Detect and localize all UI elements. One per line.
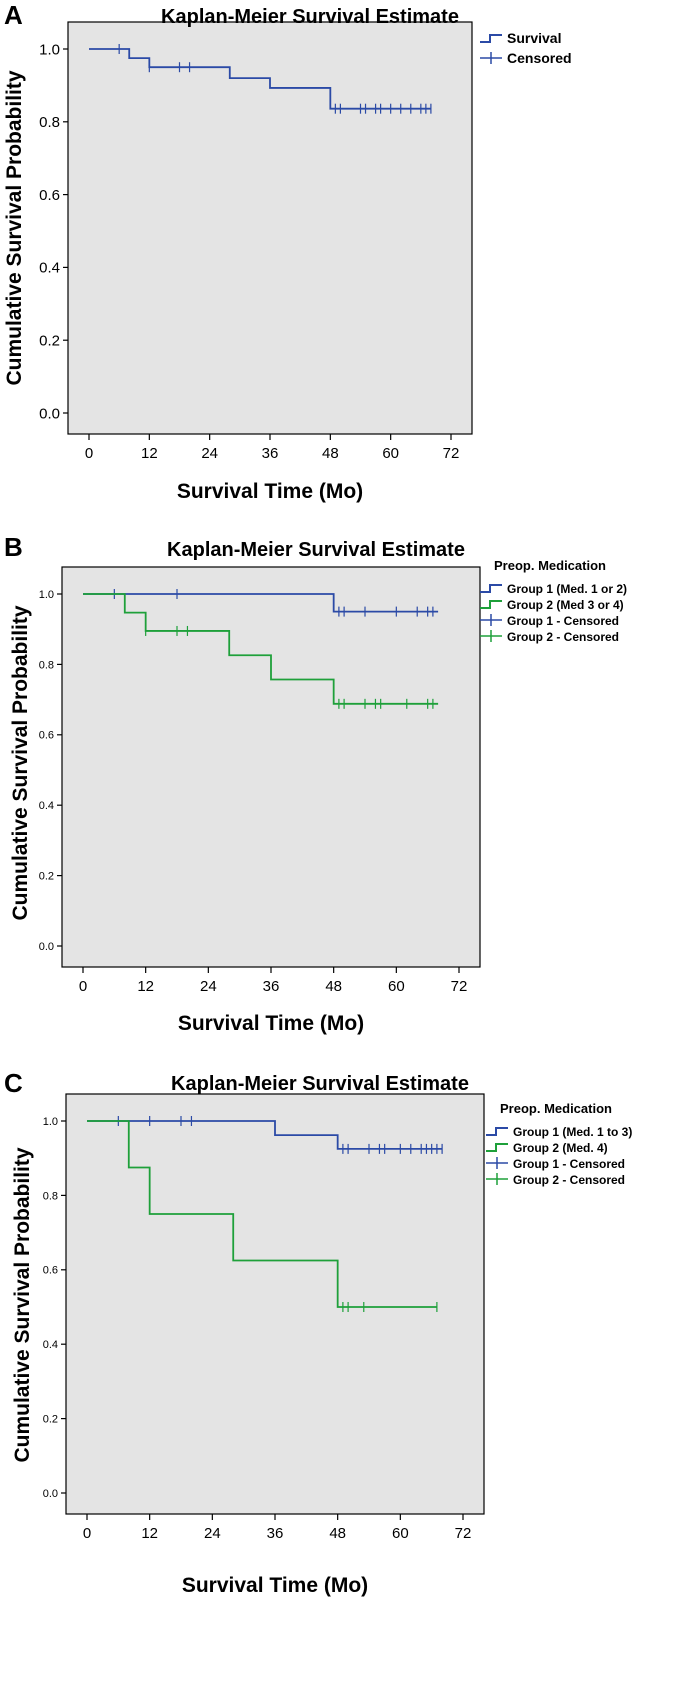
survival-curve-2 (83, 593, 439, 705)
y-tick-label: 1.0 (39, 41, 60, 58)
plot-area (65, 1093, 485, 1515)
legend-step-swatch (486, 1143, 508, 1152)
x-axis-label: Survival Time (Mo) (178, 1012, 364, 1035)
y-tick-label: 0.2 (39, 332, 60, 349)
legend-label: Censored (507, 50, 572, 66)
x-tick-label: 48 (329, 1525, 346, 1542)
y-tick-label: 0.0 (39, 941, 54, 953)
x-tick-label: 0 (83, 1525, 91, 1542)
survival-curve-1 (87, 1120, 443, 1150)
x-tick-label: 0 (85, 445, 93, 462)
y-tick-label: 0.8 (39, 114, 60, 131)
y-tick-label: 0.6 (39, 187, 60, 204)
panel-letter: C (4, 1068, 23, 1098)
legend: Preop. Medication Group 1 (Med. 1 or 2) Gr… (480, 558, 627, 644)
panel-c: C Kaplan-Meier Survival Estimate 0.0 0.2 0.4… (4, 1068, 632, 1597)
legend: Preop. Medication Group 1 (Med. 1 to 3) Gr… (486, 1101, 632, 1187)
y-tick-label: 0.4 (43, 1339, 58, 1351)
x-tick-label: 0 (79, 978, 87, 995)
legend-label: Group 1 - Censored (513, 1157, 625, 1171)
legend-label: Group 2 - Censored (507, 630, 619, 644)
y-tick-label: 0.6 (43, 1265, 58, 1277)
x-tick-label: 48 (325, 978, 342, 995)
legend-title: Preop. Medication (500, 1101, 612, 1116)
legend-title: Preop. Medication (494, 558, 606, 573)
x-tick-label: 72 (455, 1525, 472, 1542)
legend-label: Group 1 (Med. 1 or 2) (507, 582, 627, 596)
legend-step-swatch (486, 1127, 508, 1136)
legend: Survival Censored (480, 30, 572, 66)
y-tick-label: 1.0 (43, 1116, 58, 1128)
y-tick-label: 1.0 (39, 589, 54, 601)
x-tick-label: 24 (200, 978, 217, 995)
panel-letter: A (4, 0, 23, 30)
x-tick-label: 24 (204, 1525, 221, 1542)
y-tick-label: 0.2 (43, 1413, 58, 1425)
chart-title: Kaplan-Meier Survival Estimate (171, 1073, 469, 1095)
x-tick-label: 36 (263, 978, 280, 995)
legend-label: Group 1 (Med. 1 to 3) (513, 1125, 632, 1139)
plot-area (61, 566, 481, 968)
chart-title: Kaplan-Meier Survival Estimate (161, 6, 459, 28)
panel-b: B Kaplan-Meier Survival Estimate 0.0 0.2 0.4… (4, 532, 627, 1035)
x-tick-label: 60 (392, 1525, 409, 1542)
survival-curve-1 (89, 48, 431, 110)
survival-curve-1 (83, 593, 439, 613)
legend-label: Group 2 - Censored (513, 1173, 625, 1187)
survival-curve-2 (87, 1120, 437, 1308)
x-axis-label: Survival Time (Mo) (182, 1574, 368, 1597)
y-tick-label: 0.8 (39, 659, 54, 671)
y-tick-label: 0.2 (39, 870, 54, 882)
x-tick-label: 72 (443, 445, 460, 462)
panel-a: A Kaplan-Meier Survival Estimate 0.0 0.2 0.4… (3, 0, 572, 503)
x-tick-label: 12 (137, 978, 154, 995)
y-tick-label: 0.0 (43, 1488, 58, 1500)
x-tick-label: 60 (388, 978, 405, 995)
legend-label: Group 2 (Med 3 or 4) (507, 598, 624, 612)
y-axis-label: Cumulative Survival Probability (11, 1147, 34, 1462)
x-tick-label: 36 (267, 1525, 284, 1542)
x-tick-label: 24 (201, 445, 218, 462)
plot-area (67, 21, 473, 435)
y-axis-label: Cumulative Survival Probability (9, 605, 32, 920)
x-tick-label: 36 (262, 445, 279, 462)
legend-label: Survival (507, 30, 561, 46)
x-tick-label: 48 (322, 445, 339, 462)
y-tick-label: 0.6 (39, 730, 54, 742)
x-tick-label: 60 (382, 445, 399, 462)
legend-step-swatch (480, 34, 502, 43)
x-tick-label: 12 (141, 1525, 158, 1542)
y-tick-label: 0.0 (39, 405, 60, 422)
legend-step-swatch (480, 584, 502, 593)
chart-title: Kaplan-Meier Survival Estimate (167, 539, 465, 561)
y-axis-label: Cumulative Survival Probability (3, 70, 26, 385)
y-tick-label: 0.4 (39, 800, 54, 812)
y-tick-label: 0.4 (39, 260, 60, 277)
x-tick-label: 12 (141, 445, 158, 462)
y-tick-label: 0.8 (43, 1190, 58, 1202)
panel-letter: B (4, 532, 23, 562)
legend-label: Group 1 - Censored (507, 614, 619, 628)
legend-label: Group 2 (Med. 4) (513, 1141, 608, 1155)
legend-step-swatch (480, 600, 502, 609)
x-tick-label: 72 (451, 978, 468, 995)
x-axis-label: Survival Time (Mo) (177, 480, 363, 503)
